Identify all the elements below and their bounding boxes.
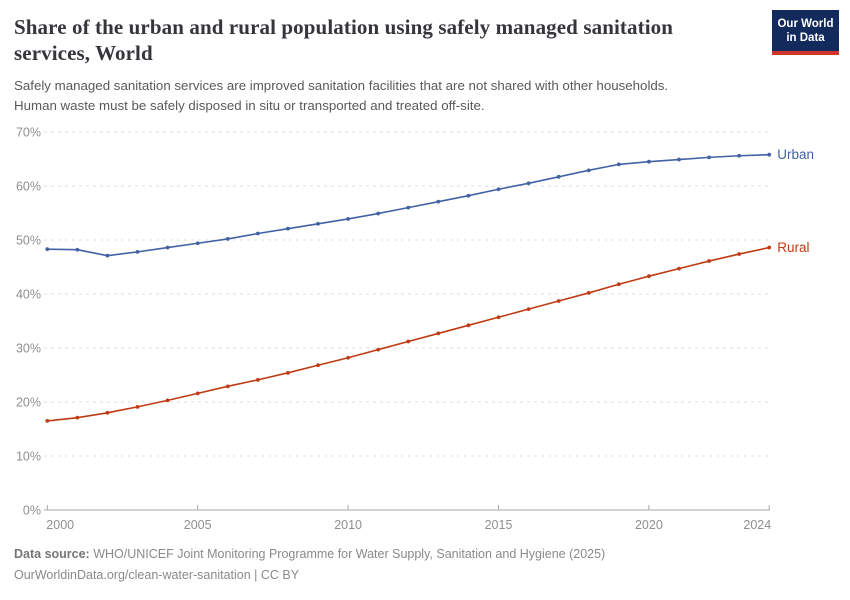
data-point-urban-2000[interactable] bbox=[45, 247, 50, 252]
data-point-urban-2015[interactable] bbox=[496, 187, 501, 192]
y-tick-label-10: 10% bbox=[16, 450, 41, 464]
owid-logo-line2: in Data bbox=[786, 32, 825, 44]
data-point-urban-2013[interactable] bbox=[436, 199, 441, 204]
data-point-rural-2017[interactable] bbox=[556, 299, 561, 303]
data-point-urban-2003[interactable] bbox=[135, 249, 140, 254]
data-point-urban-2022[interactable] bbox=[707, 155, 711, 160]
x-tick-label-2010: 2010 bbox=[334, 518, 362, 532]
data-point-urban-2008[interactable] bbox=[286, 226, 290, 231]
x-tick-label-2005: 2005 bbox=[184, 518, 212, 532]
data-point-urban-2010[interactable] bbox=[346, 217, 350, 221]
data-point-urban-2006[interactable] bbox=[225, 237, 230, 241]
data-point-urban-2019[interactable] bbox=[616, 162, 621, 167]
owid-logo-line1: Our World bbox=[777, 18, 834, 30]
data-point-rural-2001[interactable] bbox=[75, 415, 80, 420]
data-point-rural-2013[interactable] bbox=[436, 331, 441, 336]
x-tick-label-2020: 2020 bbox=[635, 518, 663, 532]
data-point-urban-2024[interactable] bbox=[767, 152, 772, 157]
data-point-rural-2007[interactable] bbox=[255, 377, 260, 382]
x-tick-label-2015: 2015 bbox=[485, 518, 513, 532]
series-end-label-rural[interactable]: Rural bbox=[777, 240, 809, 255]
data-point-urban-2014[interactable] bbox=[466, 193, 471, 198]
x-tick-label-2024: 2024 bbox=[743, 518, 771, 532]
data-point-rural-2022[interactable] bbox=[707, 259, 711, 263]
data-point-rural-2004[interactable] bbox=[165, 398, 170, 403]
data-point-rural-2008[interactable] bbox=[286, 370, 290, 375]
data-point-rural-2021[interactable] bbox=[677, 266, 681, 271]
data-point-urban-2011[interactable] bbox=[376, 211, 381, 216]
data-point-urban-2023[interactable] bbox=[737, 153, 742, 158]
data-point-rural-2016[interactable] bbox=[526, 307, 531, 312]
owid-link-line[interactable]: OurWorldinData.org/clean-water-sanitatio… bbox=[14, 568, 300, 582]
data-point-urban-2007[interactable] bbox=[255, 231, 260, 236]
x-tick-label-2000: 2000 bbox=[46, 518, 74, 532]
data-point-urban-2017[interactable] bbox=[556, 174, 561, 179]
data-point-urban-2001[interactable] bbox=[75, 247, 80, 252]
data-source-line: Data source: WHO/UNICEF Joint Monitoring… bbox=[14, 544, 605, 565]
data-point-urban-2005[interactable] bbox=[195, 241, 200, 246]
data-point-urban-2002[interactable] bbox=[105, 253, 110, 258]
data-point-rural-2012[interactable] bbox=[406, 339, 411, 344]
data-point-rural-2024[interactable] bbox=[767, 245, 772, 250]
data-point-rural-2003[interactable] bbox=[135, 404, 140, 409]
data-point-rural-2014[interactable] bbox=[466, 323, 471, 328]
data-point-rural-2020[interactable] bbox=[647, 274, 651, 279]
y-tick-label-40: 40% bbox=[16, 288, 41, 302]
data-point-rural-2000[interactable] bbox=[45, 419, 50, 423]
y-tick-label-0: 0% bbox=[23, 504, 41, 518]
y-tick-label-20: 20% bbox=[16, 396, 41, 410]
y-tick-label-60: 60% bbox=[16, 180, 41, 194]
data-point-rural-2010[interactable] bbox=[346, 355, 350, 360]
data-point-rural-2005[interactable] bbox=[195, 391, 200, 396]
chart-footer: Data source: WHO/UNICEF Joint Monitoring… bbox=[14, 544, 605, 586]
data-point-rural-2015[interactable] bbox=[496, 315, 501, 320]
owid-logo[interactable]: Our World in Data bbox=[772, 10, 839, 55]
series-line-urban[interactable] bbox=[47, 153, 770, 257]
data-point-rural-2006[interactable] bbox=[225, 384, 230, 389]
data-point-urban-2004[interactable] bbox=[165, 245, 170, 250]
chart-subtitle-line1: Safely managed sanitation services are i… bbox=[14, 78, 669, 93]
data-point-urban-2018[interactable] bbox=[586, 168, 591, 173]
chart-title: Share of the urban and rural population … bbox=[14, 15, 674, 65]
data-source-label: Data source: bbox=[14, 547, 90, 561]
y-tick-label-50: 50% bbox=[16, 234, 41, 248]
y-tick-label-30: 30% bbox=[16, 342, 41, 356]
data-point-rural-2009[interactable] bbox=[316, 363, 320, 368]
chart-subtitle: Safely managed sanitation services are i… bbox=[14, 76, 668, 116]
data-point-rural-2011[interactable] bbox=[376, 347, 381, 352]
chart-subtitle-line2: Human waste must be safely disposed in s… bbox=[14, 98, 485, 113]
series-line-rural[interactable] bbox=[47, 246, 770, 422]
data-point-urban-2016[interactable] bbox=[526, 181, 531, 186]
data-point-rural-2018[interactable] bbox=[586, 291, 591, 295]
series-end-label-urban[interactable]: Urban bbox=[777, 147, 814, 162]
data-point-urban-2021[interactable] bbox=[677, 157, 681, 162]
line-chart-plot-area[interactable]: 0% 10% 20% 30% 40% 50% 60% 70% 2000 2005 2010 2015 2… bbox=[0, 112, 850, 552]
data-point-urban-2020[interactable] bbox=[647, 159, 651, 164]
y-tick-label-70: 70% bbox=[16, 126, 41, 140]
data-point-rural-2023[interactable] bbox=[737, 252, 742, 256]
data-source-text: WHO/UNICEF Joint Monitoring Programme fo… bbox=[89, 547, 606, 561]
data-point-urban-2012[interactable] bbox=[406, 205, 411, 210]
data-point-rural-2002[interactable] bbox=[105, 410, 110, 415]
data-point-urban-2009[interactable] bbox=[316, 221, 320, 226]
data-point-rural-2019[interactable] bbox=[616, 282, 621, 287]
